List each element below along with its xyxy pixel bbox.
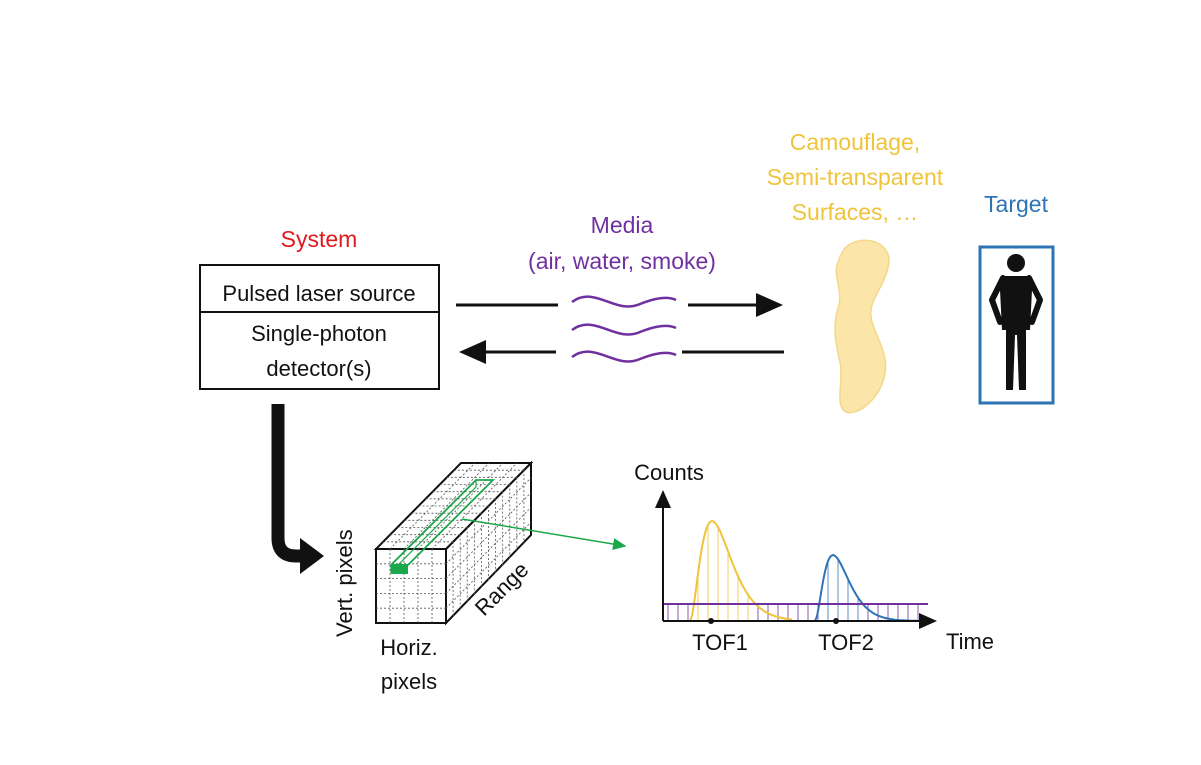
media-subtitle: (air, water, smoke) xyxy=(528,248,716,274)
time-axis-label: Time xyxy=(946,629,994,654)
media-waves-icon xyxy=(571,295,677,363)
tof2-marker xyxy=(833,618,839,624)
horizontal-pixels-line1: Horiz. xyxy=(380,635,437,660)
person-icon xyxy=(989,254,1043,390)
camouflage-line1: Camouflage, xyxy=(790,129,920,155)
data-cube xyxy=(373,460,534,626)
histogram-curves xyxy=(689,519,917,622)
detector-label-line2: detector(s) xyxy=(266,356,371,381)
tof2-label: TOF2 xyxy=(818,630,874,655)
detector-label-line1: Single-photon xyxy=(251,321,387,346)
histogram-bars xyxy=(667,524,919,621)
media-title: Media xyxy=(591,212,654,238)
laser-source-label: Pulsed laser source xyxy=(222,281,415,306)
camouflage-line2: Semi-transparent xyxy=(767,164,944,190)
cube-grid-line xyxy=(445,477,532,565)
cube-grid-line xyxy=(445,521,532,609)
camouflage-line3: Surfaces, … xyxy=(792,199,919,225)
selected-pixel xyxy=(391,564,408,574)
target-frame xyxy=(978,245,1055,405)
vertical-pixels-label: Vert. pixels xyxy=(332,529,357,637)
peak2-curve xyxy=(814,553,917,622)
tof1-label: TOF1 xyxy=(692,630,748,655)
system-box xyxy=(199,264,440,390)
camouflage-surface-blob xyxy=(834,239,890,414)
peak1-curve xyxy=(689,519,793,622)
pixel-to-histogram-arrow xyxy=(461,518,627,550)
target-title: Target xyxy=(984,191,1049,217)
tof1-marker xyxy=(708,618,714,624)
data-flow-arrowhead xyxy=(300,538,324,574)
horizontal-pixels-line2: pixels xyxy=(381,669,437,694)
data-flow-arrow xyxy=(271,404,304,563)
system-title: System xyxy=(281,226,358,252)
counts-axis-label: Counts xyxy=(634,460,704,485)
